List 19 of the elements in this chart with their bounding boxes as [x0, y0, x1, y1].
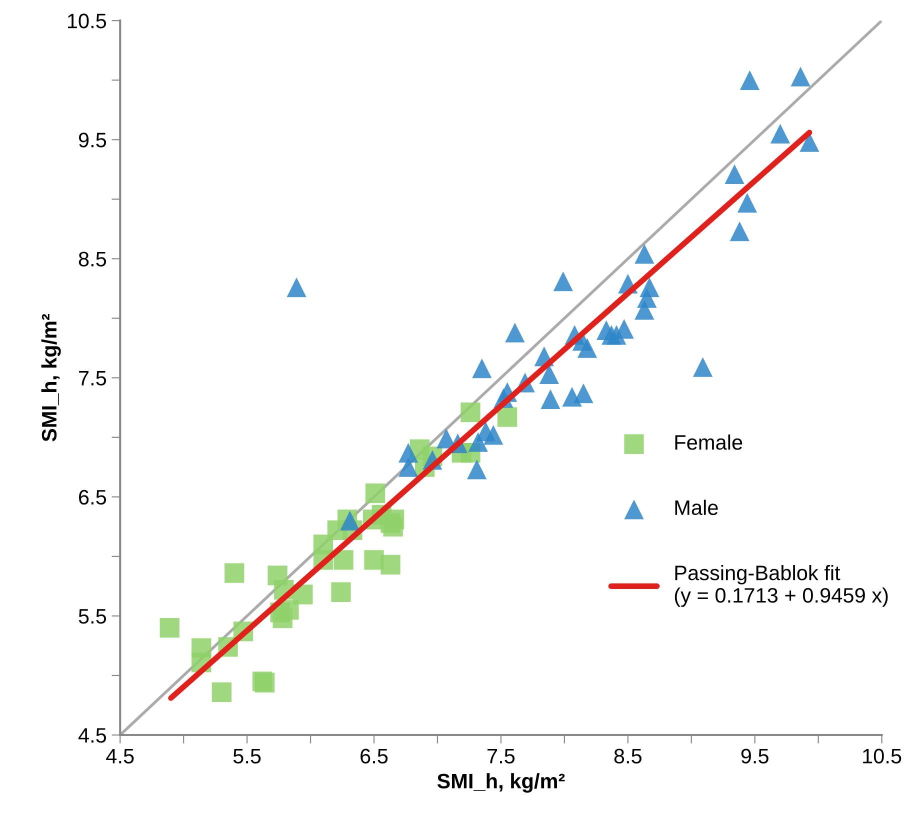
x-tick-label: 7.5: [488, 748, 515, 764]
y-tick-label: 10.5: [68, 14, 106, 28]
y-tick-label: 7.5: [79, 371, 106, 386]
legend-label: Male: [675, 500, 718, 516]
x-tick-label: 8.5: [614, 748, 642, 764]
x-tick-label: 6.5: [360, 748, 388, 764]
legend-label: Female: [675, 434, 742, 450]
y-tick-label: 6.5: [79, 490, 106, 505]
y-tick-label: 5.5: [78, 609, 106, 624]
x-tick-label: 9.5: [741, 748, 768, 764]
legend-label: Passing-Bablok fit (y = 0.1713 + 0.9459 x): [674, 565, 888, 607]
x-tick-label: 10.5: [863, 748, 902, 764]
x-axis-title: SMI_h, kg/m²: [437, 773, 565, 793]
x-tick-label: 4.5: [106, 748, 134, 764]
x-tick-label: 5.5: [233, 748, 261, 764]
y-tick-label: 4.5: [78, 728, 106, 743]
y-tick-label: 8.5: [78, 252, 106, 266]
y-tick-label: 9.5: [78, 132, 106, 148]
y-axis-title: SMI_h, kg/m²: [41, 314, 61, 442]
